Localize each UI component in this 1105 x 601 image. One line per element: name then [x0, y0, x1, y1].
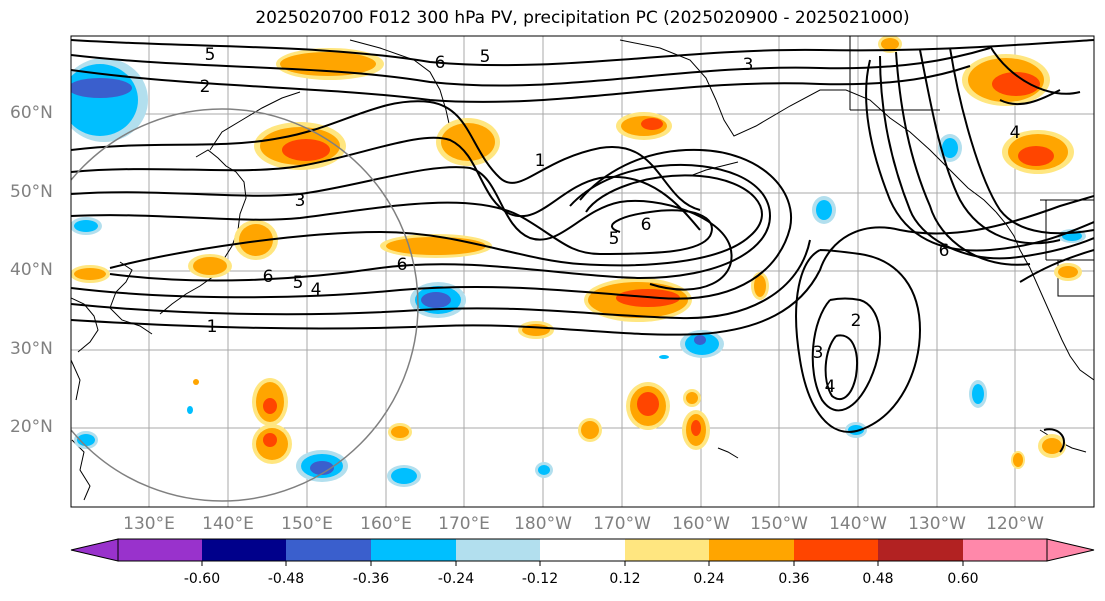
contour-label: 6	[263, 267, 274, 287]
contour-label: 5	[205, 45, 216, 65]
contour-label: 5	[293, 273, 304, 293]
lon-label-140w: 140°W	[829, 514, 887, 534]
contour-label: 6	[641, 215, 652, 235]
lon-label-170e: 170°E	[438, 514, 490, 534]
lon-label-130w: 130°W	[908, 514, 966, 534]
lat-label-40n: 40°N	[10, 260, 53, 280]
lon-label-180w: 180°W	[514, 514, 572, 534]
colorbar-tick-label: -0.12	[521, 571, 559, 587]
map-title: 2025020700 F012 300 hPa PV, precipitatio…	[255, 8, 910, 28]
lon-label-160w: 160°W	[672, 514, 730, 534]
map-panel: 2 5 6 5 3 6 3 1 6 5 6 5 4 1 4 2 3 4 6	[70, 35, 1095, 508]
lat-label-20n: 20°N	[10, 417, 53, 437]
lon-label-150e: 150°E	[281, 514, 333, 534]
colorbar-tick-label: -0.24	[437, 571, 475, 587]
lon-label-120w: 120°W	[986, 514, 1044, 534]
colorbar-tick-label: 0.36	[778, 571, 810, 587]
colorbar-tick-label: -0.36	[352, 571, 390, 587]
contour-label: 2	[851, 311, 862, 331]
lon-label-160e: 160°E	[360, 514, 412, 534]
lon-label-130e: 130°E	[123, 514, 175, 534]
lon-label-150w: 150°W	[750, 514, 808, 534]
colorbar-tick-label: 0.12	[609, 571, 641, 587]
contour-label: 3	[813, 343, 824, 363]
lat-label-30n: 30°N	[10, 339, 53, 359]
contour-label: 3	[743, 55, 754, 75]
reference-circle	[71, 108, 419, 502]
lon-label-170w: 170°W	[593, 514, 651, 534]
contour-label: 6	[397, 255, 408, 275]
contour-labels: 2 5 6 5 3 6 3 1 6 5 6 5 4 1 4 2 3 4 6	[200, 45, 1021, 397]
precip-negative-areas	[71, 58, 1086, 487]
contour-label: 4	[311, 280, 322, 300]
precip-positive-areas	[71, 36, 1082, 469]
lon-label-140e: 140°E	[202, 514, 254, 534]
colorbar-tick-label: 0.48	[862, 571, 894, 587]
colorbar-tick-label: 0.24	[693, 571, 725, 587]
contour-label: 3	[295, 191, 306, 211]
colorbar-tick-label: -0.48	[267, 571, 305, 587]
contour-label: 6	[939, 241, 950, 261]
colorbar-extend-low	[70, 538, 119, 562]
contour-label: 2	[200, 77, 211, 97]
contour-label: 4	[1010, 123, 1021, 143]
lat-label-50n: 50°N	[10, 182, 53, 202]
colorbar-extend-high	[1046, 538, 1095, 562]
contour-label: 1	[207, 317, 218, 337]
lat-label-60n: 60°N	[10, 103, 53, 123]
contour-label: 1	[535, 151, 546, 171]
contour-label: 5	[480, 47, 491, 67]
colorbar	[70, 538, 1095, 566]
contour-label: 5	[609, 229, 620, 249]
colorbar-tick-label: -0.60	[183, 571, 221, 587]
pv-contours	[71, 39, 1094, 453]
contour-label: 6	[435, 53, 446, 73]
colorbar-tick-label: 0.60	[947, 571, 979, 587]
contour-label: 4	[825, 377, 836, 397]
